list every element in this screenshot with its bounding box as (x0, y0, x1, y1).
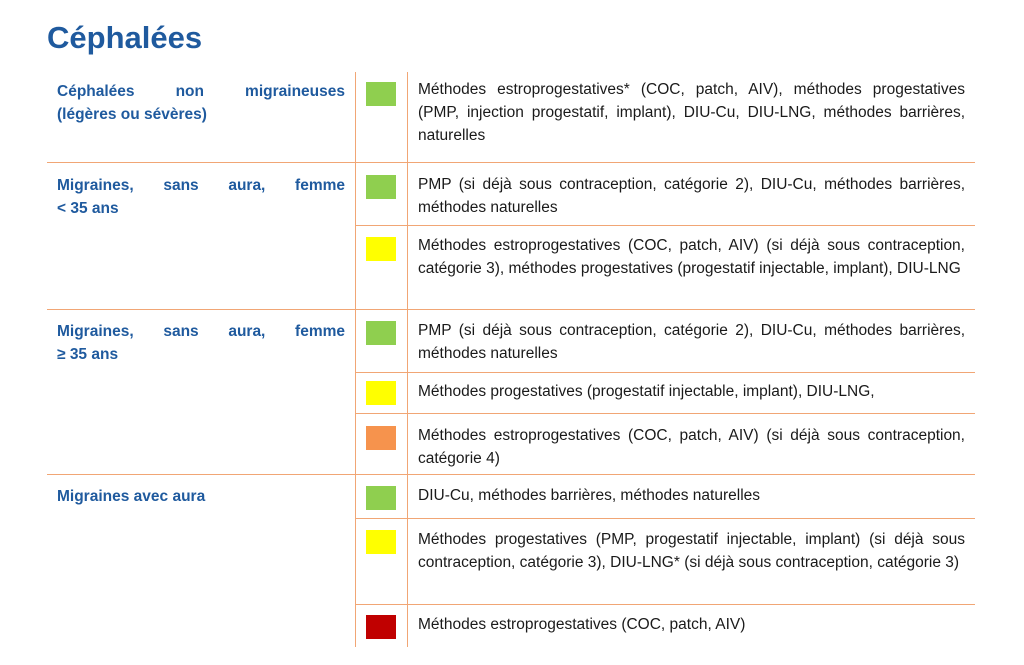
row-label: Céphalées non migraineuses (57, 80, 345, 103)
row-label-line2: ≥ 35 ans (57, 346, 119, 363)
row-label-continued: ≥ 35 ans (57, 343, 345, 366)
status-swatch (366, 426, 396, 450)
method-text: Méthodes estroprogestatives (COC, patch,… (418, 427, 965, 467)
column-divider-right (407, 72, 408, 647)
method-text: PMP (si déjà sous contraception, catégor… (418, 176, 965, 216)
page-title: Céphalées (47, 20, 203, 55)
status-swatch (366, 82, 396, 106)
row-label-line1: Migraines, sans aura, femme (57, 177, 345, 194)
row-label: Migraines avec aura (57, 485, 345, 508)
row-divider (355, 518, 975, 519)
method-text: Méthodes estroprogestatives* (COC, patch… (418, 81, 965, 144)
group-divider (47, 162, 975, 163)
status-swatch (366, 530, 396, 554)
method-text: Méthodes estroprogestatives (COC, patch,… (418, 616, 746, 633)
row-divider (355, 372, 975, 373)
method-text: PMP (si déjà sous contraception, catégor… (418, 322, 965, 362)
method-text: Méthodes progestatives (progestatif inje… (418, 383, 875, 400)
row-label-line1: Migraines, sans aura, femme (57, 323, 345, 340)
row-label: Migraines, sans aura, femme (57, 174, 345, 197)
status-swatch (366, 381, 396, 405)
row-divider (355, 604, 975, 605)
method-text: Méthodes progestatives (PMP, progestatif… (418, 531, 965, 571)
row-label: Migraines, sans aura, femme (57, 320, 345, 343)
group-divider (47, 309, 975, 310)
row-label-line2: < 35 ans (57, 200, 119, 217)
row-label-continued: (légères ou sévères) (57, 103, 345, 126)
status-swatch (366, 237, 396, 261)
row-divider (355, 413, 975, 414)
status-swatch (366, 321, 396, 345)
row-label-line1: Migraines avec aura (57, 488, 206, 505)
method-text: DIU-Cu, méthodes barrières, méthodes nat… (418, 487, 761, 504)
column-divider-left (355, 72, 356, 647)
row-label-line1: Céphalées non migraineuses (57, 83, 345, 100)
row-divider (355, 225, 975, 226)
row-label-continued: < 35 ans (57, 197, 345, 220)
group-divider (47, 474, 975, 475)
status-swatch (366, 486, 396, 510)
method-text: Méthodes estroprogestatives (COC, patch,… (418, 237, 965, 277)
row-label-line2: (légères ou sévères) (57, 106, 207, 123)
status-swatch (366, 615, 396, 639)
status-swatch (366, 175, 396, 199)
